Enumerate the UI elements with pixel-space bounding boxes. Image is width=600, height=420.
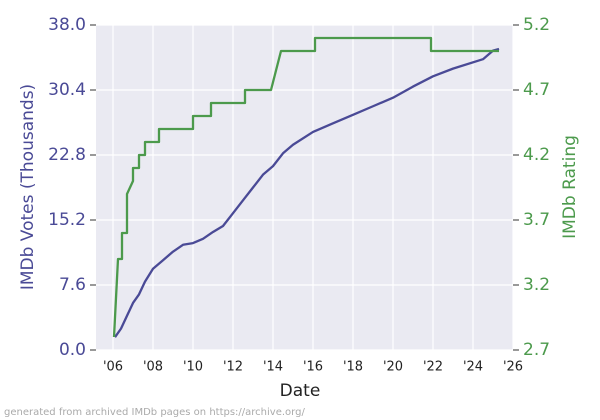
y2-tick-label: 2.7 (523, 340, 550, 360)
y-tick-label: 38.0 (48, 15, 86, 35)
x-axis-label: Date (280, 381, 321, 401)
x-tick-label: '18 (343, 360, 363, 375)
y2-axis-label: IMDb Rating (560, 135, 580, 239)
x-tick-label: '26 (503, 360, 523, 375)
y-tick-label: 30.4 (48, 80, 86, 100)
y-tick-label: 0.0 (59, 340, 86, 360)
y2-tick-label: 5.2 (523, 15, 550, 35)
x-tick-label: '10 (183, 360, 203, 375)
x-tick-label: '06 (103, 360, 123, 375)
series-line (112, 36, 499, 338)
y2-tick-label: 4.2 (523, 145, 550, 165)
x-tick-label: '08 (143, 360, 163, 375)
y2-tick-label: 3.2 (523, 275, 550, 295)
y-axis-label: IMDb Votes (Thousands) (18, 84, 38, 290)
y2-tick-label: 3.7 (523, 210, 550, 230)
x-tick-label: '20 (383, 360, 403, 375)
footer: generated from archived IMDb pages on ht… (4, 407, 305, 418)
x-tick-label: '22 (423, 360, 443, 375)
y-tick-label: 22.8 (48, 145, 86, 165)
series-line (114, 47, 500, 338)
y2-tick-label: 4.7 (523, 80, 550, 100)
x-tick-label: '12 (223, 360, 243, 375)
plot-area (96, 25, 513, 350)
x-tick-label: '16 (303, 360, 323, 375)
y-tick-label: 7.6 (59, 275, 86, 295)
y-tick-label: 15.2 (48, 210, 86, 230)
x-tick-label: '14 (263, 360, 283, 375)
x-tick-label: '24 (463, 360, 483, 375)
